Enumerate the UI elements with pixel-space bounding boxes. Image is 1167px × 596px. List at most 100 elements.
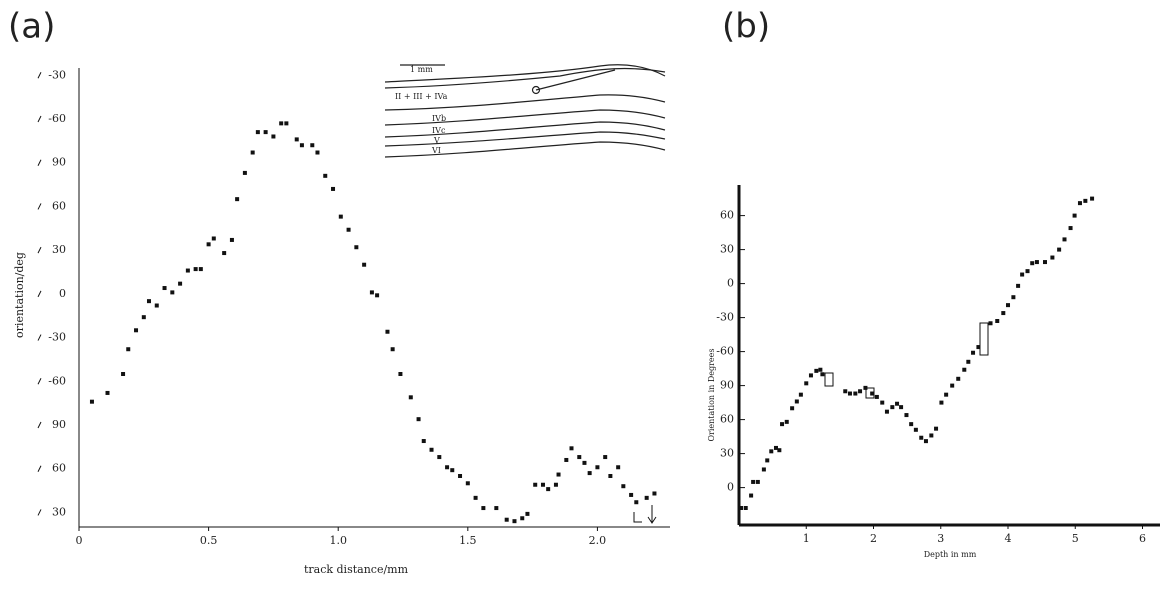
- y-tick-label: 90: [720, 379, 734, 392]
- range-box: [824, 372, 834, 387]
- y-tick: [37, 465, 42, 472]
- point: [777, 448, 782, 453]
- point: [465, 481, 470, 486]
- point: [895, 401, 900, 406]
- point: [904, 413, 909, 418]
- point: [198, 267, 203, 272]
- range-boxes: [824, 322, 989, 399]
- x-tick-label: 0: [76, 534, 83, 547]
- inset-label: II + III + IVa: [395, 92, 448, 101]
- point: [429, 447, 434, 452]
- point: [739, 506, 744, 510]
- point: [540, 482, 545, 487]
- point: [445, 465, 450, 470]
- point: [798, 392, 803, 397]
- y-tick-label: 90: [52, 418, 66, 431]
- point: [944, 392, 949, 397]
- x-tick-label: 1.0: [329, 534, 347, 547]
- point: [1077, 201, 1082, 206]
- y-tick-label: -30: [48, 331, 66, 344]
- point: [279, 121, 284, 126]
- point: [193, 267, 198, 272]
- y-tick-label: -60: [48, 112, 66, 125]
- y-tick-label: 60: [720, 209, 734, 222]
- point: [271, 134, 276, 139]
- point: [369, 290, 374, 295]
- y-tick-label: 90: [52, 156, 66, 169]
- point: [89, 399, 94, 404]
- y-axis-label: Orientation in Degrees: [707, 348, 716, 441]
- point: [874, 394, 879, 399]
- y-tick-label: -60: [48, 374, 66, 387]
- point: [988, 321, 993, 326]
- point: [899, 405, 904, 410]
- point: [847, 391, 852, 396]
- point: [331, 186, 336, 191]
- point: [162, 286, 167, 291]
- point: [1090, 196, 1095, 201]
- y-tick: [37, 509, 42, 516]
- point: [929, 433, 934, 438]
- point: [843, 389, 848, 394]
- y-tick: [37, 72, 42, 79]
- point: [587, 471, 592, 476]
- y-tick-label: -30: [48, 68, 66, 81]
- point: [818, 367, 823, 372]
- y-tick: [37, 334, 42, 341]
- point: [323, 173, 328, 178]
- point: [146, 299, 151, 304]
- x-tick-label: 4: [1005, 532, 1012, 545]
- y-tick-label: 30: [52, 505, 66, 518]
- point: [250, 150, 255, 155]
- point: [1062, 237, 1067, 242]
- x-tick-label: 1.5: [459, 534, 477, 547]
- point: [1068, 226, 1073, 231]
- point: [284, 121, 289, 126]
- point: [880, 400, 885, 405]
- point: [564, 457, 569, 462]
- point: [644, 495, 649, 500]
- panel-label: (b): [722, 7, 770, 47]
- y-tick-label: -30: [716, 311, 734, 324]
- point: [1050, 255, 1055, 260]
- inset-label: VI: [431, 146, 441, 155]
- y-tick: [37, 378, 42, 385]
- layer-line: [384, 121, 666, 138]
- point: [804, 381, 809, 386]
- point: [354, 245, 359, 250]
- point: [966, 359, 971, 364]
- point: [751, 479, 756, 484]
- point: [1001, 311, 1006, 316]
- point: [976, 345, 981, 350]
- point: [546, 487, 551, 492]
- x-tick-label: 5: [1072, 532, 1079, 545]
- point: [820, 372, 825, 377]
- point: [652, 491, 657, 496]
- point: [1020, 272, 1025, 277]
- point: [934, 426, 939, 431]
- point: [206, 242, 211, 247]
- point: [533, 482, 538, 487]
- point: [458, 474, 463, 478]
- point: [773, 445, 778, 450]
- point: [134, 328, 139, 333]
- y-tick-label: 30: [720, 243, 734, 256]
- point: [1034, 260, 1039, 265]
- point: [450, 468, 455, 473]
- point: [582, 460, 587, 465]
- y-tick-label: 0: [59, 287, 66, 300]
- layer-line: [384, 64, 666, 83]
- point: [814, 368, 819, 373]
- point: [504, 517, 509, 522]
- point: [263, 130, 268, 135]
- y-tick: [37, 115, 42, 123]
- point: [299, 143, 304, 148]
- layer-line: [384, 94, 666, 111]
- x-tick-label: 6: [1139, 532, 1146, 545]
- inset-label: IVb: [432, 114, 446, 123]
- y-tick: [37, 159, 42, 166]
- point: [858, 389, 863, 394]
- y-tick-label: 30: [720, 447, 734, 460]
- x-axis-label: Depth in mm: [924, 550, 977, 559]
- y-tick-label: -60: [716, 345, 734, 358]
